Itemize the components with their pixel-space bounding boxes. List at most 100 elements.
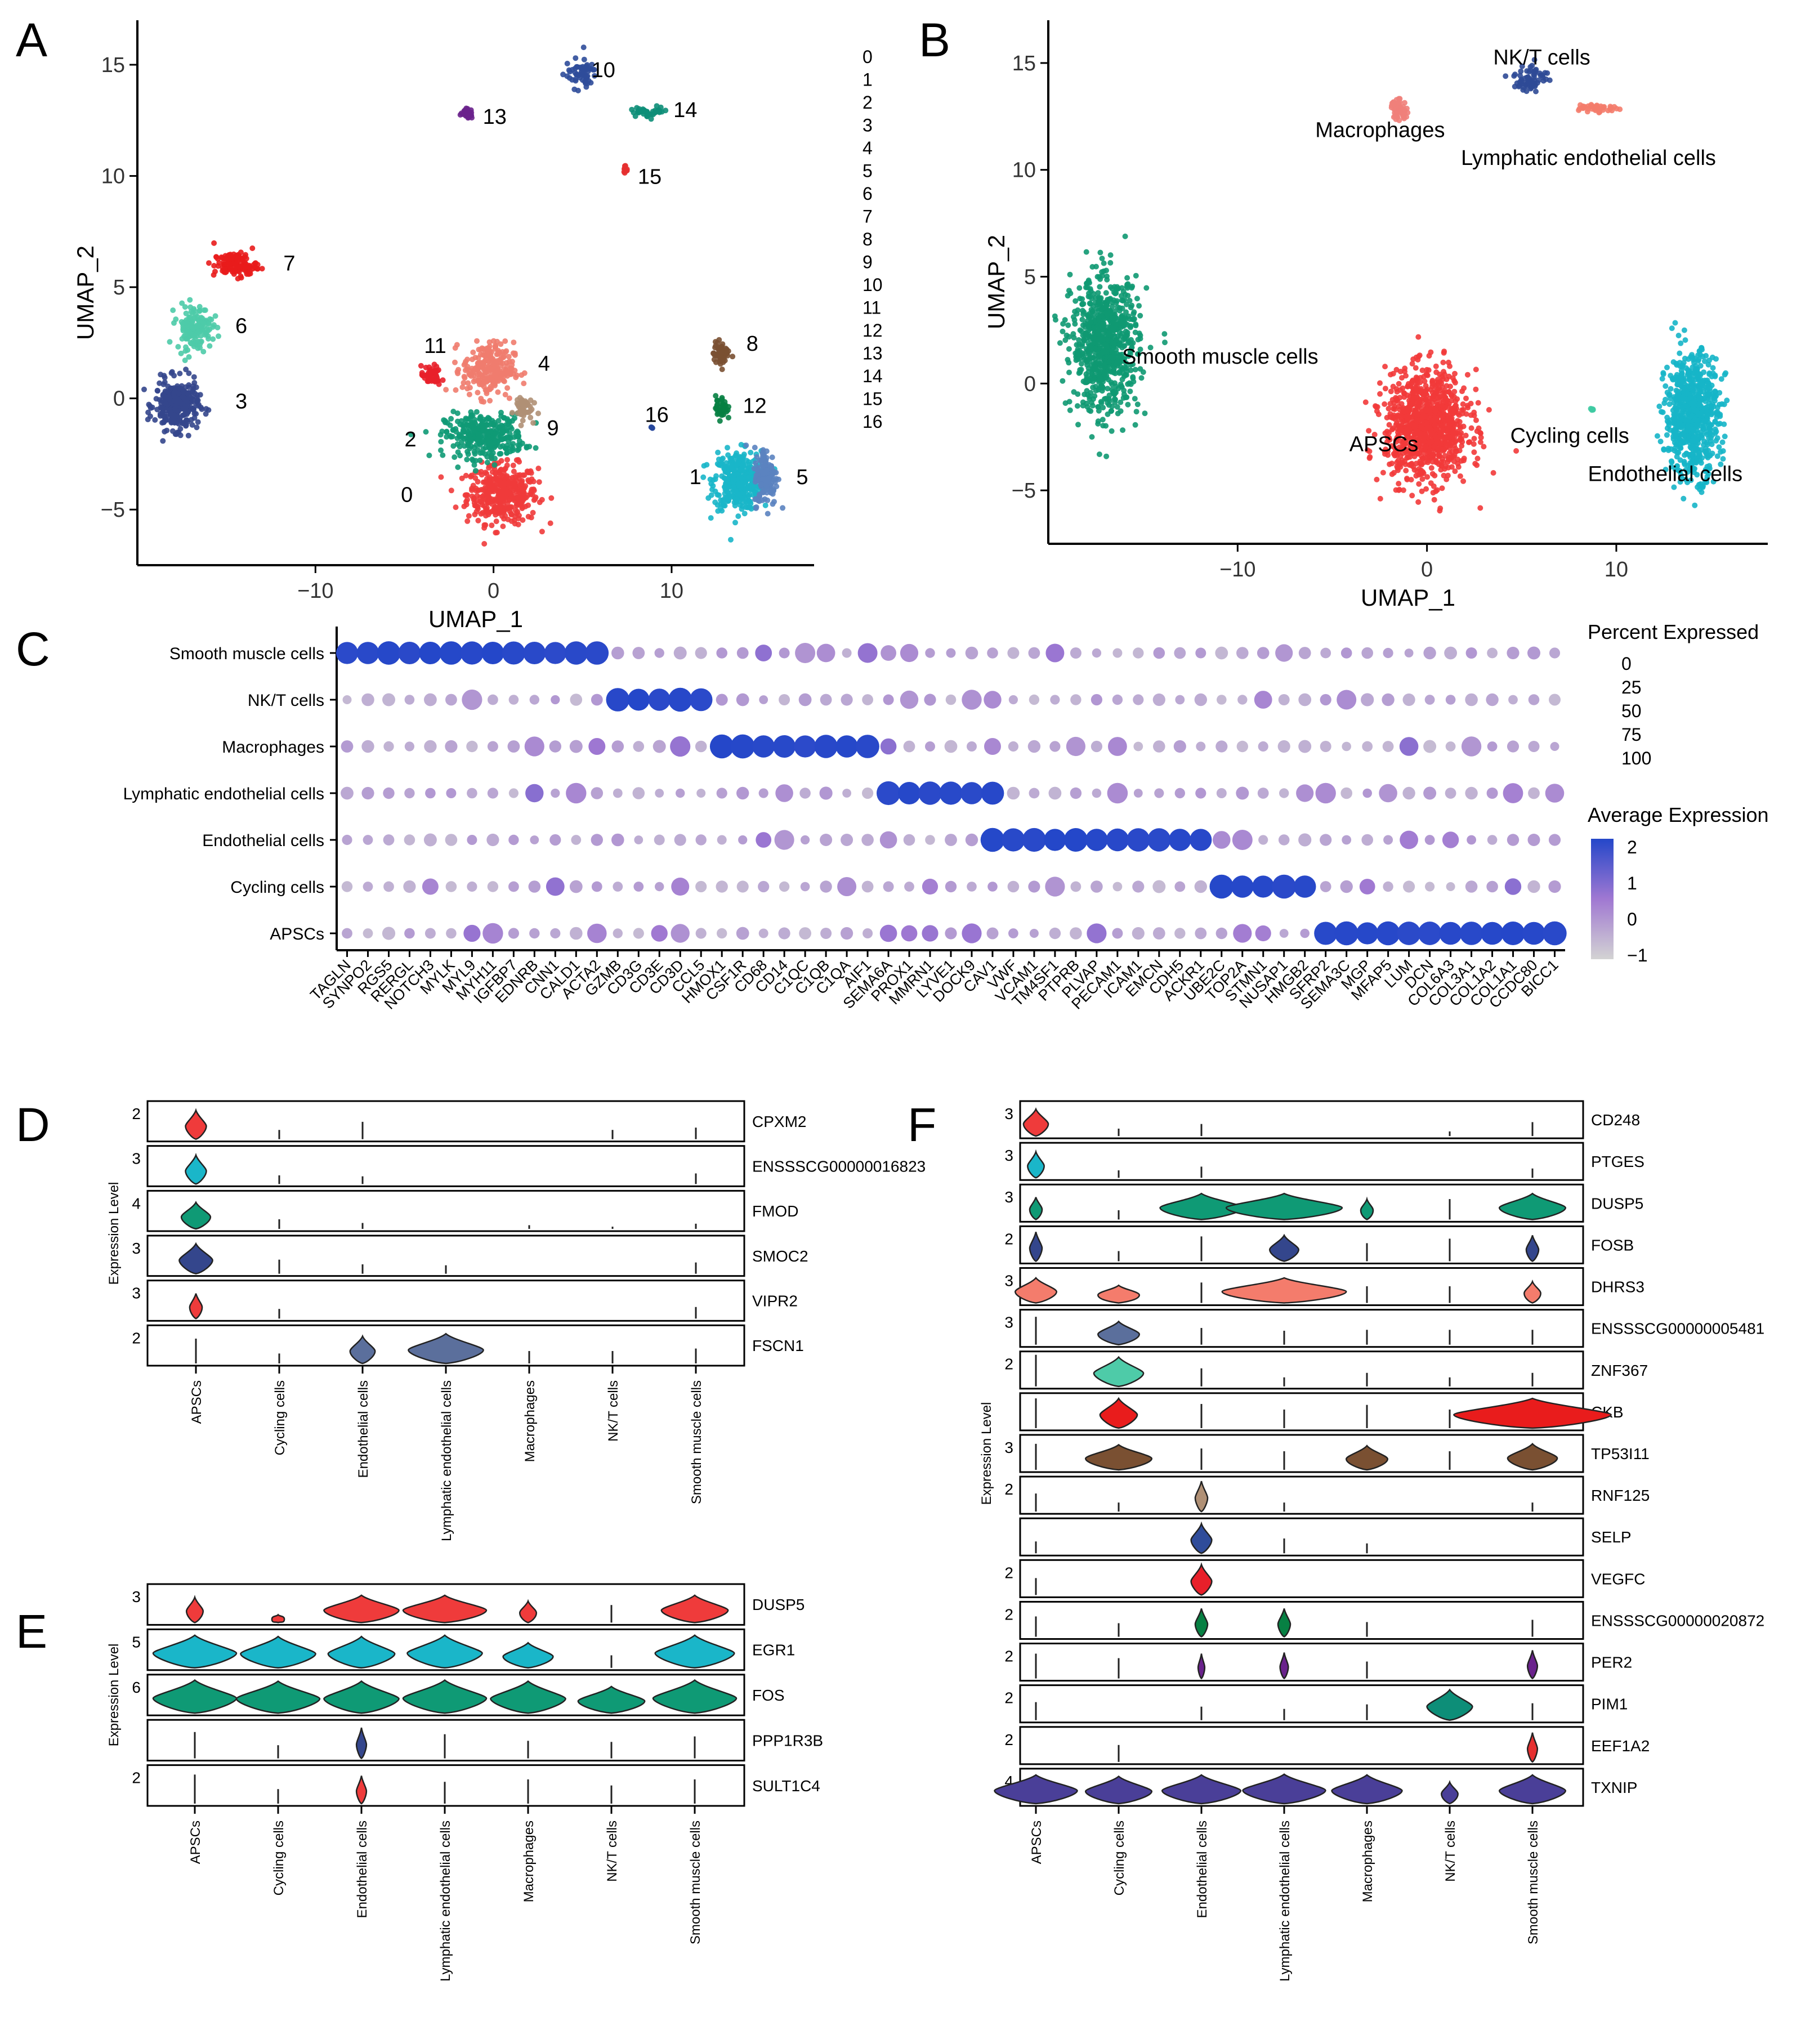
cell-point: [510, 350, 516, 356]
cell-point: [1401, 394, 1407, 400]
cell-point: [1138, 375, 1145, 381]
cell-point: [164, 397, 170, 403]
cell-point: [473, 409, 480, 415]
cell-point: [485, 482, 491, 488]
cell-point: [1382, 386, 1388, 392]
cell-point: [1405, 381, 1411, 387]
cell-point: [427, 373, 433, 379]
cell-point: [1405, 408, 1411, 414]
cell-point: [1121, 387, 1127, 393]
cell-point: [1447, 434, 1453, 440]
cell-point: [726, 414, 731, 421]
cell-point: [1082, 391, 1088, 397]
cell-point: [635, 109, 641, 115]
cell-point: [178, 400, 184, 406]
cell-point: [1446, 389, 1452, 395]
cell-point: [704, 462, 710, 468]
cell-point: [717, 506, 723, 512]
cell-point: [1433, 488, 1439, 494]
cell-point: [1666, 392, 1672, 398]
cell-point: [1134, 296, 1140, 302]
panel-label-c: C: [16, 623, 50, 676]
cell-point: [506, 354, 512, 360]
cell-point: [1416, 397, 1423, 403]
cell-point: [1133, 323, 1139, 329]
cluster-apscs: [1362, 334, 1520, 514]
cell-point: [1133, 409, 1139, 415]
cell-point: [1120, 427, 1126, 433]
cell-point: [765, 497, 771, 503]
cell-point: [179, 300, 185, 306]
cell-point: [753, 496, 759, 502]
cell-point: [1710, 401, 1716, 408]
cell-point: [524, 468, 530, 475]
cell-point: [459, 384, 466, 390]
cell-point: [743, 442, 749, 449]
cell-point: [1447, 363, 1453, 369]
cell-point: [1681, 327, 1687, 333]
cell-point: [1708, 438, 1714, 444]
panel-label-f: F: [908, 1098, 936, 1151]
cell-point: [754, 467, 760, 473]
cell-point: [1398, 401, 1405, 407]
legend-item: 0: [862, 47, 873, 67]
cell-point: [720, 499, 726, 505]
legend-item: 9: [862, 252, 873, 272]
cell-point: [1429, 417, 1435, 423]
cell-point: [1432, 472, 1438, 478]
cell-point: [1429, 431, 1435, 437]
cell-point: [472, 417, 478, 423]
cell-point: [521, 381, 527, 387]
cell-point: [464, 518, 471, 524]
cell-point: [1713, 419, 1718, 425]
cell-point: [1682, 452, 1688, 458]
cell-point: [747, 462, 753, 468]
cell-point: [539, 529, 545, 535]
cell-point: [1393, 487, 1399, 493]
legend-item: 6: [862, 184, 873, 204]
cell-point: [718, 412, 725, 418]
cell-point: [471, 500, 477, 506]
cell-point: [1128, 381, 1134, 387]
cell-point: [1676, 418, 1682, 424]
cell-point: [472, 421, 479, 427]
cell-point: [622, 163, 628, 169]
cell-point: [454, 435, 461, 441]
cell-point: [475, 361, 481, 367]
cell-point: [1713, 409, 1719, 415]
cell-point: [734, 450, 740, 456]
cell-point: [471, 462, 477, 468]
cell-point: [524, 445, 530, 451]
cell-point: [489, 522, 495, 529]
cell-point: [431, 361, 437, 368]
cell-point: [1062, 337, 1069, 343]
cell-point: [1099, 256, 1105, 262]
cell-point: [1713, 428, 1719, 435]
cell-point: [752, 445, 758, 450]
cell-point: [1474, 455, 1481, 462]
cell-point: [1722, 372, 1728, 378]
cell-point: [1109, 408, 1115, 414]
cell-point: [203, 331, 209, 337]
cell-point: [1673, 433, 1679, 439]
cell-point: [508, 426, 515, 432]
cell-point: [491, 508, 498, 513]
cell-point: [1666, 401, 1673, 407]
cell-point: [1706, 452, 1713, 458]
cell-point: [205, 320, 212, 326]
cell-point: [1075, 422, 1081, 428]
cell-point: [200, 348, 207, 355]
cluster-label-5: 5: [796, 466, 808, 489]
cell-point: [586, 78, 592, 84]
cell-point: [516, 516, 521, 521]
cell-point: [539, 497, 545, 503]
cell-point: [497, 494, 503, 500]
cell-point: [1471, 409, 1477, 415]
cell-point: [183, 344, 189, 350]
cluster-label-1: 1: [690, 466, 701, 489]
cell-point: [1411, 422, 1416, 428]
cell-point: [1427, 409, 1433, 414]
cell-point: [1686, 391, 1692, 397]
cell-point: [479, 399, 485, 405]
cell-point: [1688, 413, 1695, 419]
